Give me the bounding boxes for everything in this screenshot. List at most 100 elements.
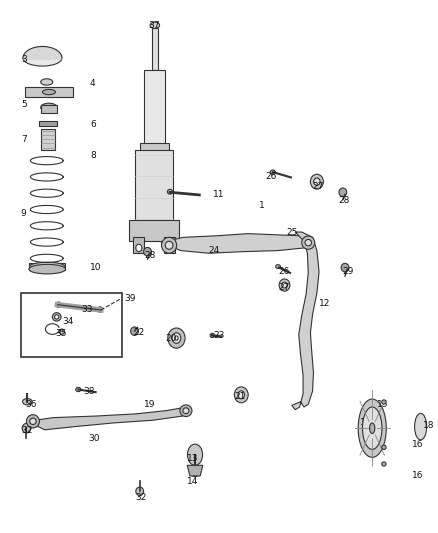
Ellipse shape bbox=[191, 472, 199, 477]
Ellipse shape bbox=[382, 400, 386, 404]
Ellipse shape bbox=[30, 418, 36, 424]
Ellipse shape bbox=[23, 50, 62, 66]
Text: 13: 13 bbox=[187, 454, 199, 463]
Text: 26: 26 bbox=[278, 268, 290, 276]
Bar bbox=[25, 87, 73, 97]
Polygon shape bbox=[27, 407, 187, 430]
Text: 7: 7 bbox=[21, 135, 27, 144]
Text: 10: 10 bbox=[90, 263, 102, 272]
Ellipse shape bbox=[136, 244, 142, 252]
Bar bbox=[129, 220, 180, 241]
Bar bbox=[164, 237, 175, 253]
Text: 15: 15 bbox=[378, 400, 389, 409]
Text: 9: 9 bbox=[21, 209, 27, 218]
Polygon shape bbox=[187, 465, 203, 476]
Ellipse shape bbox=[76, 387, 81, 392]
Text: 16: 16 bbox=[412, 440, 424, 449]
Ellipse shape bbox=[150, 22, 159, 28]
Ellipse shape bbox=[56, 302, 61, 308]
Ellipse shape bbox=[131, 327, 138, 335]
Polygon shape bbox=[161, 233, 313, 253]
Bar bbox=[144, 70, 165, 144]
Text: 30: 30 bbox=[88, 434, 99, 443]
Ellipse shape bbox=[270, 170, 276, 174]
Ellipse shape bbox=[370, 423, 375, 433]
Text: 27: 27 bbox=[278, 283, 290, 292]
Ellipse shape bbox=[341, 263, 349, 272]
Bar bbox=[29, 263, 65, 270]
Text: 25: 25 bbox=[286, 228, 298, 237]
Ellipse shape bbox=[314, 178, 320, 185]
Ellipse shape bbox=[358, 399, 386, 457]
Text: 32: 32 bbox=[135, 492, 147, 502]
Text: 8: 8 bbox=[90, 151, 96, 160]
Bar bbox=[135, 150, 173, 224]
Ellipse shape bbox=[363, 407, 382, 449]
Ellipse shape bbox=[302, 236, 315, 249]
Text: 35: 35 bbox=[56, 329, 67, 338]
Ellipse shape bbox=[180, 405, 192, 417]
Text: 21: 21 bbox=[235, 392, 246, 401]
Text: 14: 14 bbox=[187, 477, 198, 486]
Text: 28: 28 bbox=[144, 252, 155, 261]
Ellipse shape bbox=[339, 188, 347, 197]
Text: 39: 39 bbox=[124, 294, 136, 303]
Text: 16: 16 bbox=[412, 471, 424, 480]
Ellipse shape bbox=[97, 307, 102, 312]
Ellipse shape bbox=[168, 328, 185, 348]
Ellipse shape bbox=[175, 336, 178, 340]
Bar bbox=[140, 143, 169, 151]
Text: 5: 5 bbox=[21, 100, 27, 109]
Bar bbox=[152, 28, 158, 70]
Ellipse shape bbox=[415, 414, 427, 440]
Ellipse shape bbox=[234, 387, 248, 403]
Ellipse shape bbox=[382, 445, 386, 449]
Ellipse shape bbox=[166, 244, 172, 252]
Text: 33: 33 bbox=[81, 305, 93, 314]
Ellipse shape bbox=[22, 423, 31, 433]
Bar bbox=[41, 128, 55, 150]
Bar bbox=[21, 293, 122, 357]
Text: 24: 24 bbox=[209, 246, 220, 255]
Ellipse shape bbox=[167, 189, 173, 194]
Text: 20: 20 bbox=[166, 334, 177, 343]
Text: 36: 36 bbox=[25, 400, 37, 409]
Ellipse shape bbox=[172, 333, 181, 343]
Ellipse shape bbox=[41, 79, 53, 85]
Text: 22: 22 bbox=[133, 328, 145, 337]
Text: 28: 28 bbox=[339, 196, 350, 205]
Ellipse shape bbox=[29, 262, 65, 271]
Ellipse shape bbox=[53, 313, 61, 321]
Text: 37: 37 bbox=[148, 21, 160, 30]
Ellipse shape bbox=[29, 264, 66, 274]
Bar bbox=[39, 120, 57, 126]
Ellipse shape bbox=[55, 315, 59, 319]
Ellipse shape bbox=[23, 399, 32, 405]
Ellipse shape bbox=[279, 279, 290, 291]
Text: 29: 29 bbox=[343, 268, 354, 276]
Text: 11: 11 bbox=[213, 190, 225, 199]
Ellipse shape bbox=[276, 265, 280, 268]
Ellipse shape bbox=[165, 241, 173, 249]
Text: 4: 4 bbox=[90, 79, 95, 88]
Text: 23: 23 bbox=[213, 331, 225, 340]
Ellipse shape bbox=[183, 408, 189, 414]
Ellipse shape bbox=[382, 462, 386, 466]
Ellipse shape bbox=[311, 174, 323, 189]
Ellipse shape bbox=[210, 333, 215, 337]
Text: 26: 26 bbox=[265, 172, 276, 181]
Text: 17: 17 bbox=[360, 418, 371, 427]
Text: 38: 38 bbox=[84, 386, 95, 395]
Text: 3: 3 bbox=[21, 55, 27, 64]
Text: 1: 1 bbox=[258, 201, 264, 210]
Text: 27: 27 bbox=[313, 182, 324, 191]
Text: 32: 32 bbox=[21, 426, 32, 435]
Text: 6: 6 bbox=[90, 120, 96, 129]
Ellipse shape bbox=[136, 487, 144, 496]
Bar bbox=[41, 105, 57, 113]
Ellipse shape bbox=[59, 329, 64, 334]
Ellipse shape bbox=[305, 239, 311, 246]
Text: 12: 12 bbox=[319, 299, 330, 308]
Polygon shape bbox=[292, 232, 319, 410]
Ellipse shape bbox=[144, 247, 152, 256]
